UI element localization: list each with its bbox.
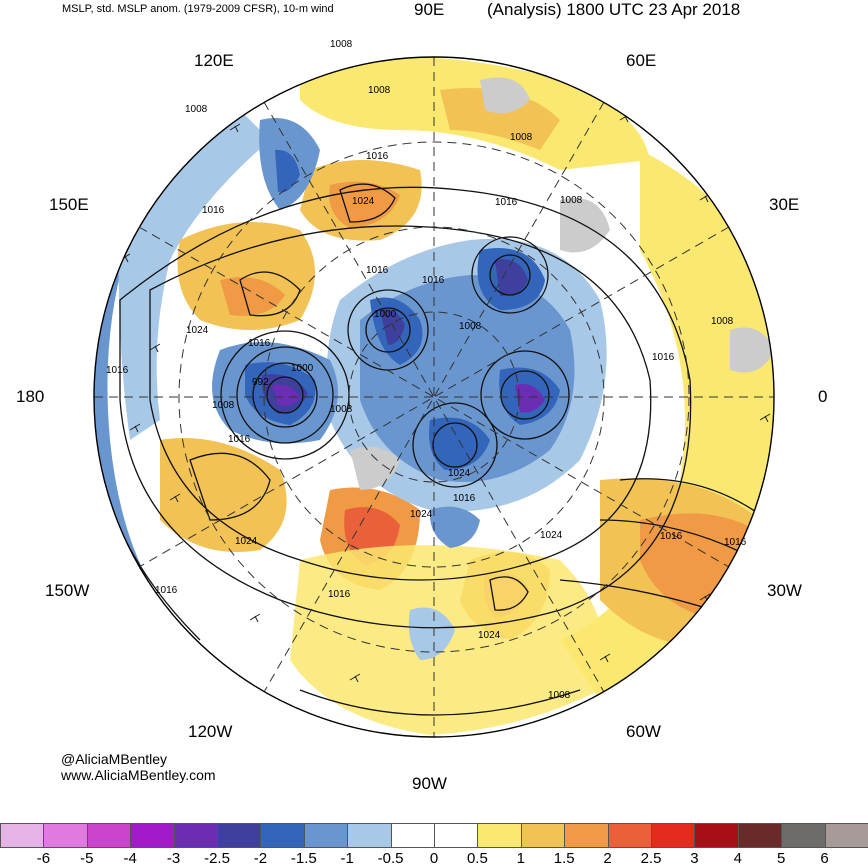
isobar-label: 1024 <box>448 468 471 479</box>
isobar-label: 1024 <box>352 196 375 207</box>
isobar-label: 1016 <box>495 197 518 208</box>
colorbar-label: 3 <box>690 850 699 867</box>
colorbar-swatch <box>651 823 696 848</box>
colorbar-swatch <box>477 823 522 848</box>
isobar-label: 1008 <box>548 690 571 701</box>
colorbar-swatch <box>824 823 868 848</box>
colorbar-label: 5 <box>777 850 786 867</box>
isobar-label: 1016 <box>724 537 747 548</box>
lon-label-120e: 120E <box>194 51 234 70</box>
isobar-label: 1008 <box>330 39 353 50</box>
colorbar-swatch <box>607 823 652 848</box>
isobar-label: 1016 <box>202 205 225 216</box>
colorbar-label: -2.5 <box>204 850 230 867</box>
isobar-label: 1016 <box>453 493 476 504</box>
colorbar-label: 0 <box>429 850 439 867</box>
colorbar-label: 1.5 <box>553 850 575 867</box>
lon-label-120w: 120W <box>188 722 233 741</box>
lon-label-30w: 30W <box>767 581 802 600</box>
isobar-label: 1016 <box>660 531 683 542</box>
isobar-label: 1016 <box>248 338 271 349</box>
lon-label-30e: 30E <box>769 195 800 214</box>
isobar-label: 992 <box>252 377 269 388</box>
colorbar-swatch <box>564 823 609 848</box>
isobar-label: 1008 <box>368 85 391 96</box>
lon-label-60w: 60W <box>626 722 661 741</box>
colorbar-label: -0.5 <box>377 850 404 867</box>
colorbar-swatch <box>737 823 783 848</box>
colorbar-swatch <box>260 823 305 848</box>
lon-label-180: 180 <box>16 387 45 406</box>
map-title-left: MSLP, std. MSLP anom. (1979-2009 CFSR), … <box>62 3 334 15</box>
isobar-label: 1024 <box>235 536 258 547</box>
colorbar-swatch <box>43 823 88 848</box>
isobar-label: 1024 <box>478 630 501 641</box>
isobar-label: 1016 <box>366 265 389 276</box>
isobar-label: 1016 <box>422 275 445 286</box>
map-boundary <box>93 56 775 738</box>
colorbar-swatch <box>0 823 45 848</box>
credit-website: www.AliciaMBentley.com <box>61 767 216 783</box>
isobar-label: 1016 <box>155 585 178 596</box>
colorbar-swatch <box>781 823 826 848</box>
colorbar-label: -6 <box>36 850 51 867</box>
isobar-label: 1008 <box>510 132 533 143</box>
lon-label-150w: 150W <box>45 581 90 600</box>
isobar-label: 1016 <box>652 352 675 363</box>
isobar-label: 1000 <box>374 309 397 320</box>
lon-label-90e: 90E <box>414 0 445 19</box>
isobar-label: 1008 <box>330 404 353 415</box>
colorbar-swatch <box>217 823 262 848</box>
colorbar-swatch <box>130 823 175 848</box>
colorbar-label: 0.5 <box>466 850 488 867</box>
lon-label-0: 0 <box>818 387 828 406</box>
lon-label-60e: 60E <box>626 51 657 70</box>
isobar-label: 1008 <box>185 104 208 115</box>
lon-label-90w: 90W <box>412 774 447 793</box>
colorbar-label: -5 <box>80 850 94 867</box>
isobar-label: 1008 <box>212 400 235 411</box>
isobar-label: 1024 <box>186 325 209 336</box>
colorbar-label: -1 <box>340 850 354 867</box>
colorbar-swatch <box>86 823 132 848</box>
isobar-label: 1016 <box>106 365 129 376</box>
colorbar-swatch <box>173 823 218 848</box>
colorbar-label: 2.5 <box>640 850 662 867</box>
colorbar-swatch <box>434 823 479 848</box>
isobar-label: 1008 <box>560 195 583 206</box>
isobar-labels: 1008 1008 1008 1016 1008 1024 1016 1008 … <box>106 39 747 701</box>
isobar-label: 1000 <box>291 363 314 374</box>
colorbar-swatch <box>303 823 349 848</box>
map-title-right: (Analysis) 1800 UTC 23 Apr 2018 <box>487 0 741 19</box>
isobar-label: 1008 <box>711 316 734 327</box>
credit-twitter: @AliciaMBentley <box>61 751 168 767</box>
colorbar-label: 1 <box>516 850 525 867</box>
colorbar-swatch <box>694 823 739 848</box>
colorbar-label: 6 <box>820 850 829 867</box>
isobar-label: 1008 <box>459 321 482 332</box>
colorbar-label: -2 <box>253 850 268 867</box>
lon-label-150e: 150E <box>49 195 89 214</box>
colorbar-label: 2 <box>603 850 612 867</box>
isobar-label: 1016 <box>366 151 389 162</box>
colorbar-swatch <box>520 823 566 848</box>
colorbar-swatch <box>390 823 435 848</box>
colorbar-label: -1.5 <box>290 850 317 867</box>
isobar-label: 1024 <box>540 530 563 541</box>
isobar-label: 1016 <box>328 589 351 600</box>
isobar-label: 1024 <box>410 509 433 520</box>
colorbar-swatch <box>347 823 392 848</box>
colorbar-label: 4 <box>733 850 742 867</box>
isobar-label: 1016 <box>228 434 251 445</box>
colorbar-label: -4 <box>123 850 137 867</box>
colorbar-label: -3 <box>166 850 181 867</box>
